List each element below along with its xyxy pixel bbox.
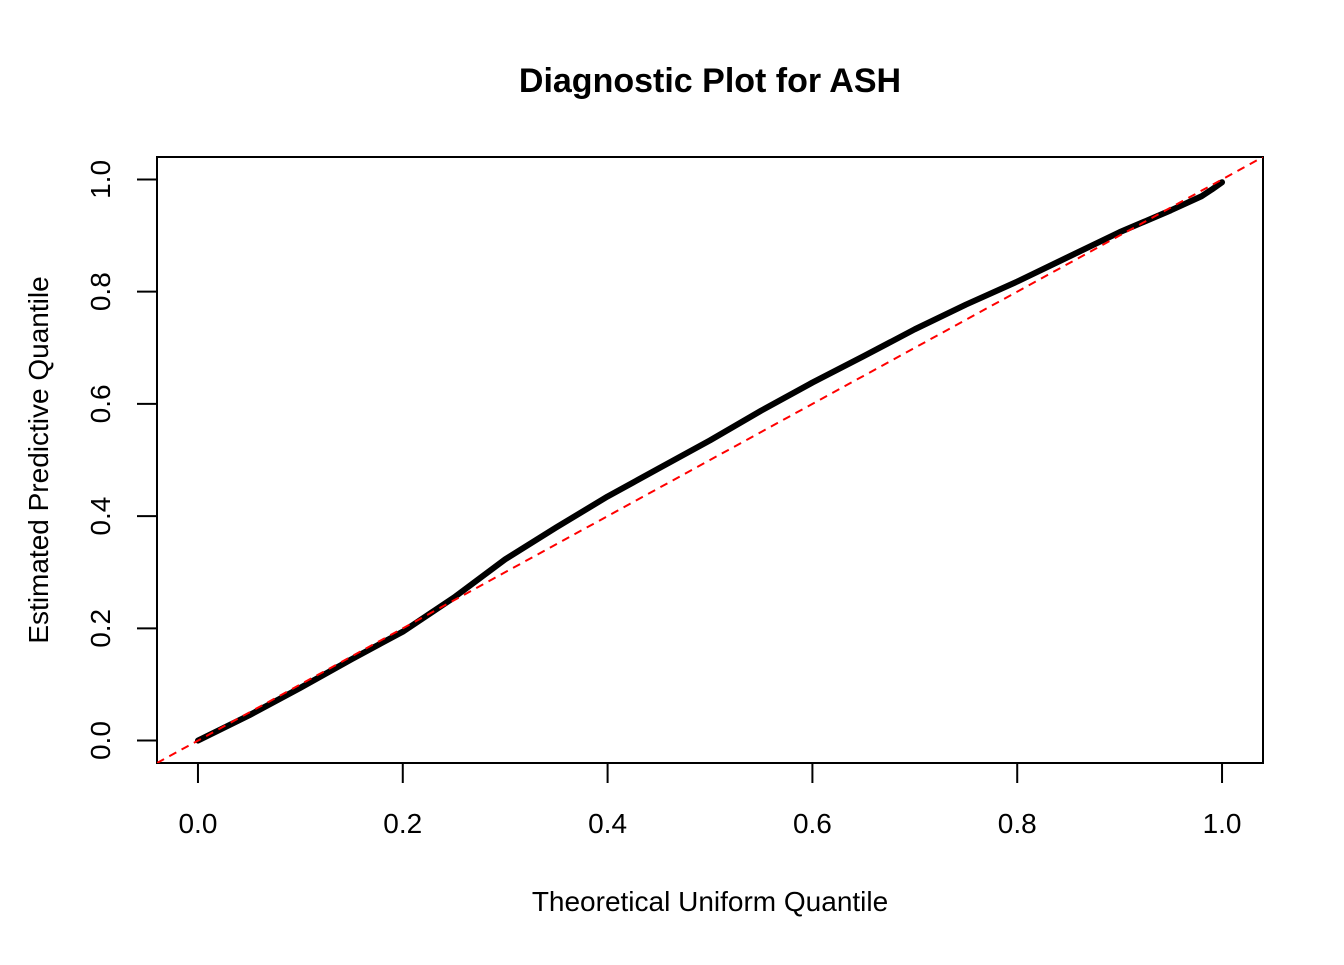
y-tick-label: 0.4	[85, 497, 116, 536]
x-axis-title: Theoretical Uniform Quantile	[532, 886, 888, 917]
y-tick-label: 0.0	[85, 721, 116, 760]
data-line	[194, 179, 1226, 744]
x-tick-label: 0.8	[998, 808, 1037, 839]
x-tick-label: 0.2	[383, 808, 422, 839]
y-tick-label: 0.6	[85, 384, 116, 423]
y-tick-label: 1.0	[85, 160, 116, 199]
y-axis-title: Estimated Predictive Quantile	[23, 276, 54, 643]
reference-line	[157, 157, 1263, 763]
x-tick-label: 0.0	[178, 808, 217, 839]
x-tick-label: 0.4	[588, 808, 627, 839]
x-tick-label: 1.0	[1203, 808, 1242, 839]
y-tick-label: 0.8	[85, 272, 116, 311]
y-tick-label: 0.2	[85, 609, 116, 648]
x-tick-label: 0.6	[793, 808, 832, 839]
chart-title: Diagnostic Plot for ASH	[519, 62, 901, 100]
